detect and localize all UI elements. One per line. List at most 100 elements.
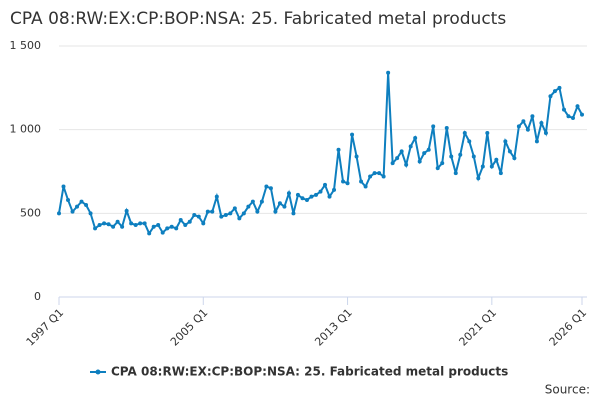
point	[345, 181, 350, 186]
point	[57, 211, 61, 216]
point	[264, 184, 269, 189]
point	[291, 211, 296, 216]
point	[286, 191, 291, 196]
point	[467, 139, 472, 144]
point	[363, 184, 368, 189]
point	[124, 208, 129, 213]
point	[390, 161, 395, 166]
point	[426, 147, 431, 152]
point	[268, 186, 273, 191]
point	[142, 221, 147, 226]
point	[530, 114, 535, 119]
point	[309, 194, 314, 199]
point	[372, 171, 377, 176]
point	[413, 136, 418, 141]
point	[138, 221, 143, 226]
point	[489, 164, 494, 169]
point	[219, 214, 224, 219]
point	[187, 219, 192, 224]
point	[102, 221, 107, 226]
point	[377, 171, 382, 176]
point	[566, 114, 571, 119]
point	[525, 127, 530, 132]
point	[192, 213, 197, 218]
point	[503, 139, 508, 144]
point	[336, 147, 341, 152]
point	[210, 209, 215, 214]
point	[422, 151, 427, 156]
x-tick-label: 2026 Q1	[547, 306, 590, 349]
point	[295, 192, 300, 197]
y-tick-label: 500	[20, 206, 41, 219]
point	[354, 154, 359, 159]
point	[70, 209, 75, 214]
point	[133, 223, 138, 228]
point	[313, 192, 318, 197]
point	[160, 230, 165, 235]
point	[88, 211, 93, 216]
point	[79, 199, 84, 204]
point	[237, 216, 242, 221]
point	[61, 184, 66, 189]
point	[435, 166, 440, 171]
point	[147, 231, 152, 236]
point	[323, 182, 328, 187]
point	[304, 197, 309, 202]
point	[444, 125, 449, 130]
point	[521, 119, 526, 124]
point	[494, 157, 499, 162]
legend-label: CPA 08:RW:EX:CP:BOP:NSA: 25. Fabricated …	[111, 365, 508, 379]
x-tick-label: 2013 Q1	[312, 306, 355, 349]
point	[259, 199, 264, 204]
point	[228, 211, 233, 216]
point	[97, 223, 102, 228]
x-tick-label: 1997 Q1	[24, 306, 67, 349]
point	[232, 206, 237, 211]
point	[165, 226, 170, 231]
point	[151, 224, 156, 229]
point	[440, 161, 445, 166]
point	[561, 107, 566, 112]
point	[512, 156, 517, 161]
source: Source:	[545, 383, 590, 397]
point	[552, 89, 557, 94]
point	[417, 159, 422, 164]
point	[214, 194, 219, 199]
point	[539, 120, 544, 125]
x-tick-label: 2005 Q1	[168, 306, 211, 349]
point	[570, 115, 575, 120]
point	[350, 132, 355, 137]
point	[480, 164, 485, 169]
point	[359, 179, 364, 184]
point	[174, 226, 179, 231]
point	[205, 209, 210, 214]
point	[368, 174, 373, 179]
point	[66, 197, 71, 202]
point	[404, 162, 409, 167]
point	[580, 112, 584, 117]
point	[399, 149, 404, 154]
point	[498, 171, 503, 176]
point	[106, 222, 111, 227]
point	[548, 94, 553, 99]
point	[381, 174, 386, 179]
point	[273, 209, 278, 214]
point	[250, 199, 255, 204]
point	[534, 139, 539, 144]
point	[282, 204, 287, 209]
series-line	[58, 72, 583, 236]
point	[543, 131, 548, 136]
point	[449, 154, 454, 159]
point	[300, 196, 305, 201]
point	[223, 213, 228, 218]
point	[458, 152, 463, 157]
x-tick-label: 2021 Q1	[457, 306, 500, 349]
point	[476, 176, 481, 181]
point	[453, 171, 458, 176]
point	[196, 214, 201, 219]
point	[277, 201, 282, 206]
y-tick-label: 1 000	[10, 123, 42, 136]
point	[318, 189, 323, 194]
y-tick-label: 0	[34, 290, 41, 303]
point	[246, 204, 251, 209]
